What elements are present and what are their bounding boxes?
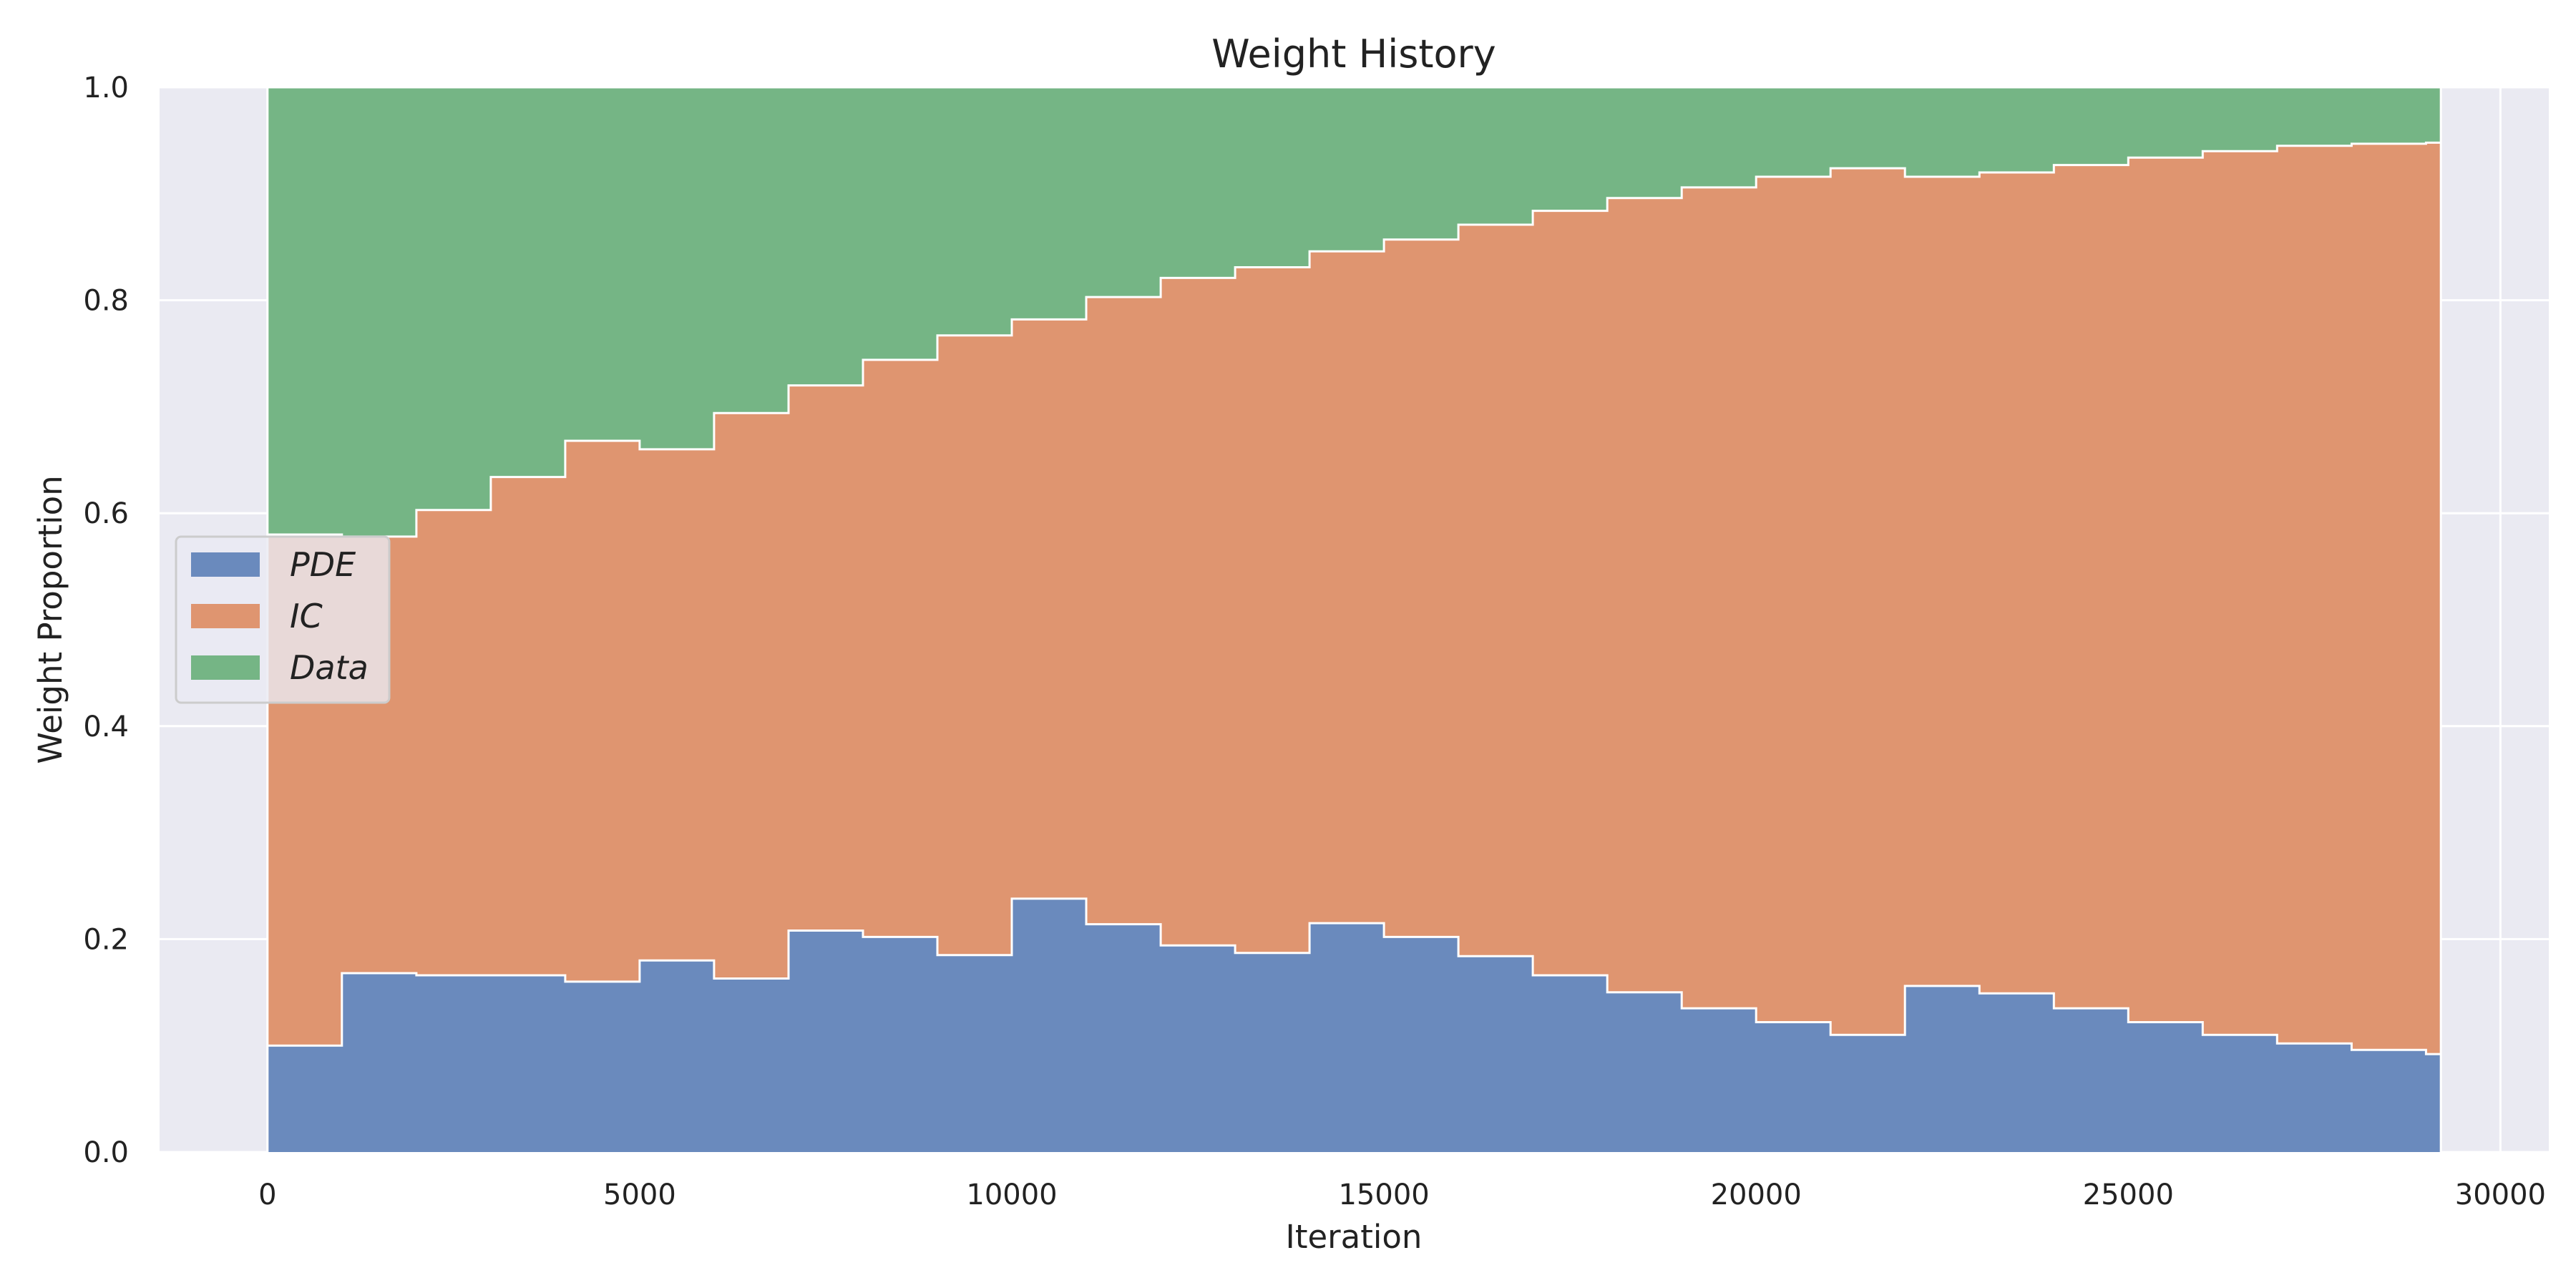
legend-swatch-pde: [191, 552, 260, 577]
x-tick-labels: 0 5000 10000 15000 20000 25000 30000: [258, 1179, 2546, 1211]
boundary-line-pde: [267, 897, 2441, 1055]
area-ic: [267, 142, 2441, 1055]
x-tick-label-6: 30000: [2455, 1179, 2546, 1211]
y-tick-label-2: 0.4: [83, 711, 129, 743]
x-tick-label-5: 25000: [2083, 1179, 2174, 1211]
legend-swatch-ic: [191, 604, 260, 628]
legend-label-data: Data: [290, 648, 369, 687]
legend-label-pde: PDE: [290, 545, 356, 584]
y-tick-label-1: 0.2: [83, 923, 129, 956]
legend-label-ic: IC: [290, 597, 323, 635]
area-pde: [267, 898, 2441, 1152]
boundary-line-ic: [267, 141, 2441, 538]
chart-title: Weight History: [1211, 31, 1496, 77]
x-tick-label-2: 10000: [966, 1179, 1057, 1211]
y-axis-label: Weight Proportion: [31, 475, 69, 763]
x-tick-label-3: 15000: [1338, 1179, 1429, 1211]
y-tick-labels: 0.0 0.2 0.4 0.6 0.8 1.0: [83, 72, 129, 1169]
y-tick-label-3: 0.6: [83, 497, 129, 530]
x-tick-label-0: 0: [258, 1179, 276, 1211]
y-tick-label-4: 0.8: [83, 285, 129, 318]
area-layers: [266, 86, 2442, 1152]
legend-swatch-data: [191, 655, 260, 680]
x-axis-label: Iteration: [1286, 1218, 1423, 1256]
y-tick-label-5: 1.0: [83, 72, 129, 104]
x-tick-label-1: 5000: [603, 1179, 676, 1211]
y-tick-label-0: 0.0: [83, 1136, 129, 1169]
area-data: [267, 87, 2441, 537]
x-tick-label-4: 20000: [1711, 1179, 1802, 1211]
legend: PDE IC Data: [175, 535, 391, 704]
